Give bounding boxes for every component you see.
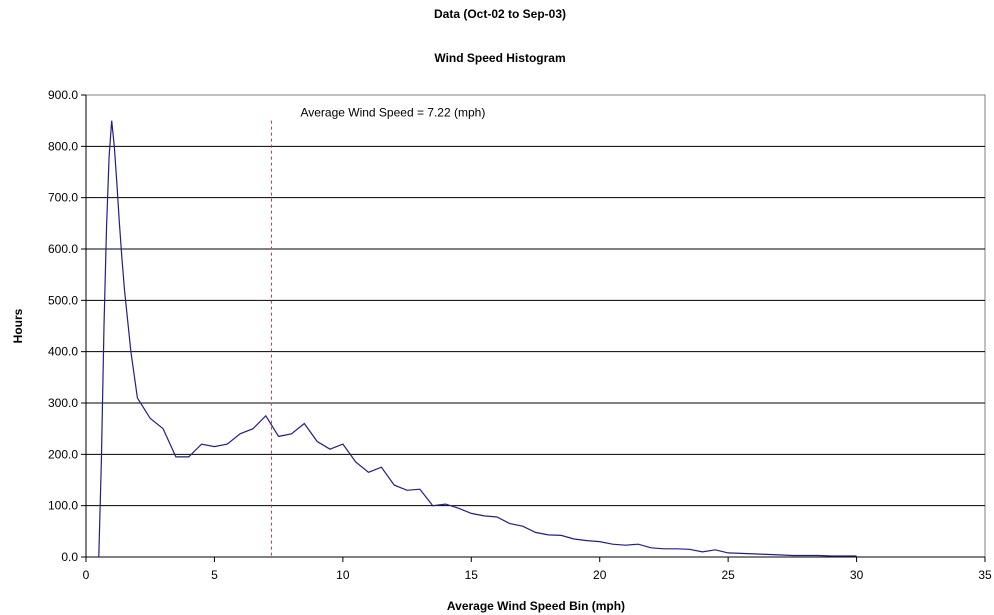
x-axis-label: Average Wind Speed Bin (mph) (447, 599, 625, 613)
y-axis: 0.0 100.0 200.0 300.0 400.0 500.0 600.0 700.0 80… (48, 88, 87, 564)
chart-subtitle: Wind Speed Histogram (434, 51, 565, 65)
y-tick-label: 900.0 (48, 88, 78, 102)
x-axis: 0 5 10 15 20 25 30 35 (83, 556, 992, 582)
y-tick-label: 800.0 (48, 139, 78, 153)
y-tick-label: 100.0 (48, 499, 78, 513)
x-tick-label: 10 (336, 568, 350, 582)
y-axis-label: Hours (11, 308, 25, 343)
average-wind-speed-label: Average Wind Speed = 7.22 (mph) (300, 106, 485, 120)
y-tick-label: 200.0 (48, 447, 78, 461)
y-tick-label: 300.0 (48, 396, 78, 410)
x-tick-label: 30 (850, 568, 864, 582)
x-tick-label: 20 (593, 568, 607, 582)
y-tick-label: 600.0 (48, 242, 78, 256)
y-tick-label: 500.0 (48, 293, 78, 307)
gridlines (86, 145, 985, 507)
x-tick-label: 35 (978, 568, 992, 582)
x-tick-label: 0 (83, 568, 90, 582)
series-line-0 (98, 120, 857, 558)
series-layer (98, 120, 857, 558)
x-tick-label: 25 (721, 568, 735, 582)
annotation-layer: Average Wind Speed = 7.22 (mph) (270, 106, 485, 557)
chart-title: Data (Oct-02 to Sep-03) (434, 7, 566, 21)
x-tick-label: 15 (465, 568, 479, 582)
x-tick-label: 5 (211, 568, 218, 582)
y-tick-label: 0.0 (61, 550, 78, 564)
y-tick-label: 400.0 (48, 345, 78, 359)
plot-area (85, 94, 986, 558)
y-tick-label: 700.0 (48, 191, 78, 205)
